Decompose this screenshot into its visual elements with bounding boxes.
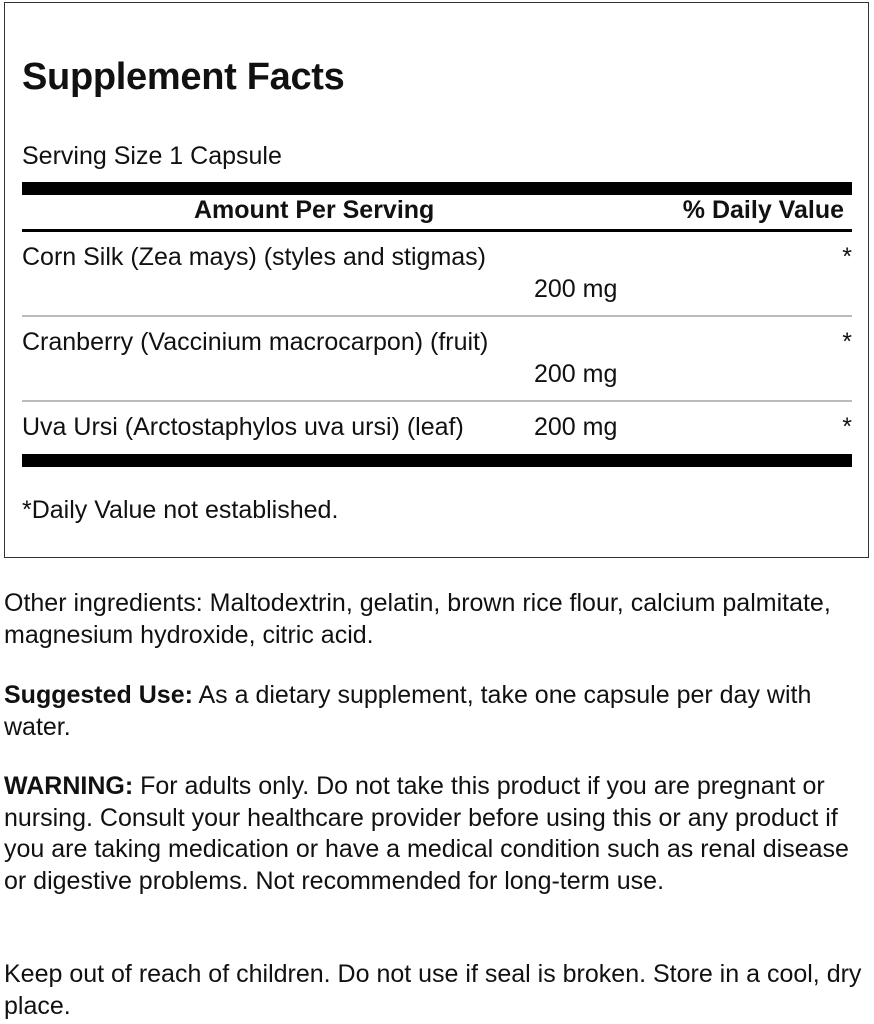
suggested-use-text: As a dietary supplement, take one capsul… xyxy=(4,681,812,741)
supplement-facts-panel xyxy=(4,2,869,558)
thick-divider xyxy=(22,454,852,467)
row-divider xyxy=(22,400,852,402)
row-divider xyxy=(22,315,852,317)
ingredient-amount: 200 mg xyxy=(534,275,618,303)
storage-instructions: Keep out of reach of children. Do not us… xyxy=(4,960,862,1020)
header-amount-per-serving: Amount Per Serving xyxy=(194,196,435,224)
header-divider xyxy=(22,229,852,232)
warning-text: For adults only. Do not take this produc… xyxy=(4,772,849,895)
ingredient-name: Uva Ursi (Arctostaphylos uva ursi) (leaf… xyxy=(22,413,464,441)
warning: WARNING: For adults only. Do not take th… xyxy=(4,771,870,897)
suggested-use-label: Suggested Use: xyxy=(4,681,193,709)
ingredient-dv: * xyxy=(842,413,852,441)
daily-value-footnote: *Daily Value not established. xyxy=(22,496,339,524)
thick-divider xyxy=(22,182,852,195)
ingredient-dv: * xyxy=(842,243,852,271)
ingredient-name: Corn Silk (Zea mays) (styles and stigmas… xyxy=(22,243,487,271)
suggested-use: Suggested Use: As a dietary supplement, … xyxy=(4,680,870,743)
ingredient-name: Cranberry (Vaccinium macrocarpon) (fruit… xyxy=(22,328,489,356)
warning-label: WARNING: xyxy=(4,772,134,800)
header-daily-value: % Daily Value xyxy=(682,196,844,224)
other-ingredients: Other ingredients: Maltodextrin, gelatin… xyxy=(4,589,831,649)
panel-title: Supplement Facts xyxy=(22,56,345,98)
serving-size: Serving Size 1 Capsule xyxy=(22,142,282,170)
ingredient-amount: 200 mg xyxy=(534,360,618,388)
ingredient-amount: 200 mg xyxy=(534,413,618,441)
ingredient-dv: * xyxy=(842,328,852,356)
